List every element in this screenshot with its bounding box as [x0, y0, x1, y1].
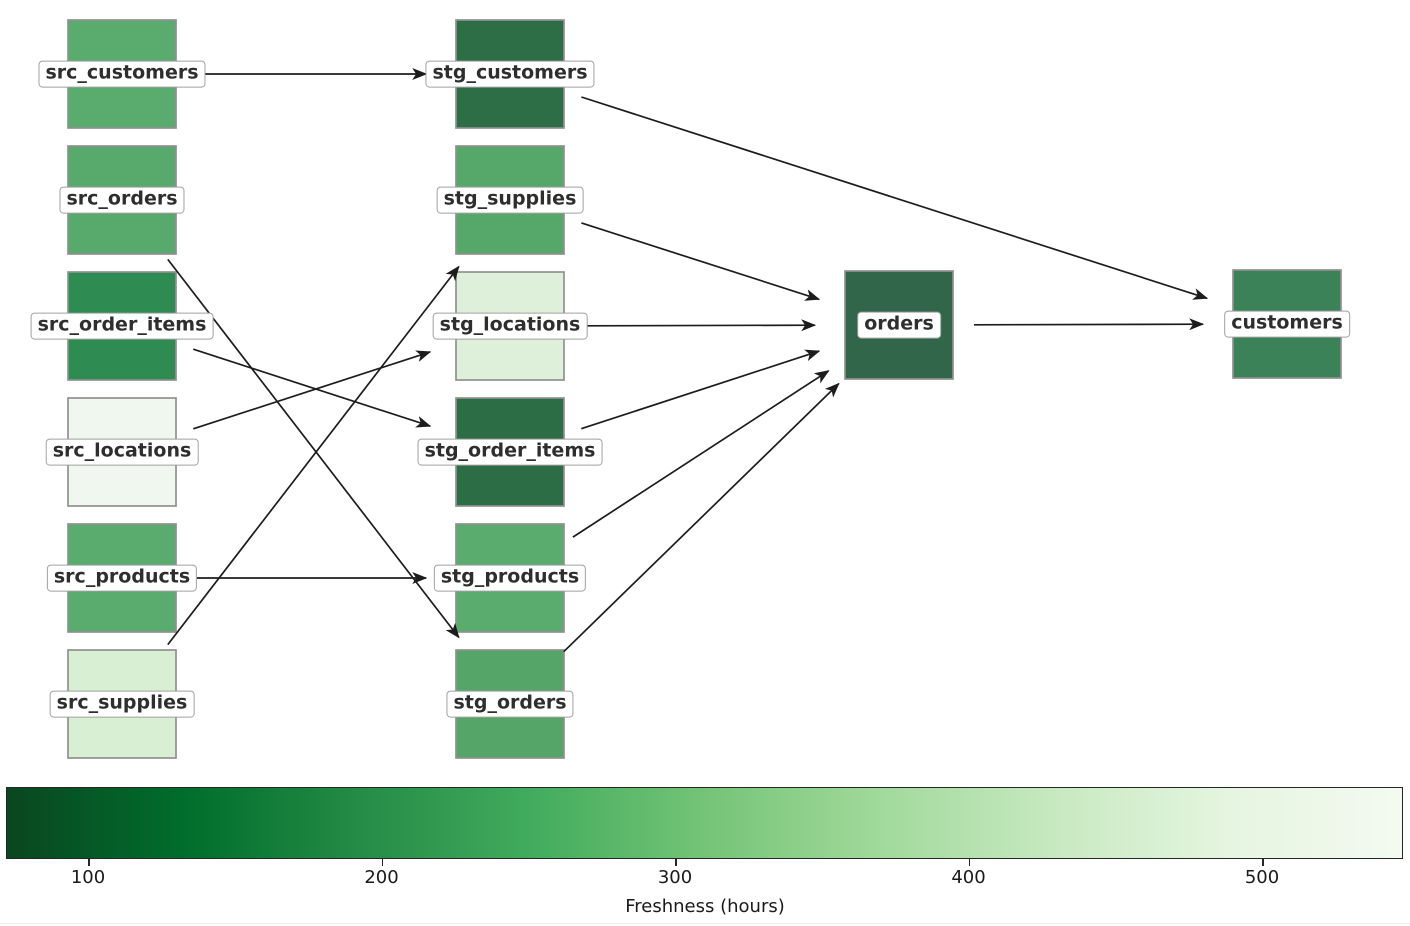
node-square-src_customers [67, 19, 177, 129]
colorbar-tick-100 [88, 859, 90, 866]
colorbar-tick-500 [1262, 859, 1264, 866]
node-square-src_supplies [67, 649, 177, 759]
colorbar-tick-200 [381, 859, 384, 866]
node-square-customers [1232, 269, 1342, 379]
node-square-orders [844, 270, 954, 380]
node-square-stg_customers [455, 19, 565, 129]
node-square-stg_locations [455, 271, 565, 381]
node-square-src_orders [67, 145, 177, 255]
colorbar-tick-label-400: 400 [951, 867, 986, 888]
edge-stg_orders-to-orders [563, 382, 840, 653]
colorbar-tick-300 [675, 859, 677, 866]
edge-src_locations-to-stg_locations [193, 350, 432, 430]
node-square-stg_orders [455, 649, 565, 759]
colorbar-tick-label-100: 100 [70, 867, 106, 888]
edge-src_supplies-to-stg_supplies [167, 265, 460, 646]
colorbar-tick-label-300: 300 [657, 867, 693, 888]
edge-stg_customers-to-customers [581, 96, 1209, 300]
edge-stg_order_items-to-orders [581, 349, 821, 430]
node-square-src_products [67, 523, 177, 633]
edge-stg_products-to-orders [572, 370, 830, 538]
node-square-stg_supplies [455, 145, 565, 255]
edge-src_orders-to-stg_orders [167, 258, 460, 639]
edges-group [167, 68, 1209, 653]
lineage-graph [67, 19, 1342, 759]
edge-src_order_items-to-stg_order_items [193, 348, 432, 428]
bottom-edge-line [0, 923, 1410, 924]
colorbar-axis-label: Freshness (hours) [625, 896, 785, 917]
node-square-src_locations [67, 397, 177, 507]
colorbar-tick-label-200: 200 [364, 867, 399, 888]
edge-stg_locations-to-orders [584, 319, 817, 332]
edge-orders-to-customers [973, 318, 1205, 331]
colorbar-tick-400 [968, 859, 971, 866]
node-square-stg_products [455, 523, 565, 633]
colorbar [6, 787, 1403, 859]
node-square-src_order_items [67, 271, 177, 381]
colorbar-tick-label-500: 500 [1244, 867, 1280, 888]
edge-stg_supplies-to-orders [581, 222, 821, 301]
node-square-stg_order_items [455, 397, 565, 507]
